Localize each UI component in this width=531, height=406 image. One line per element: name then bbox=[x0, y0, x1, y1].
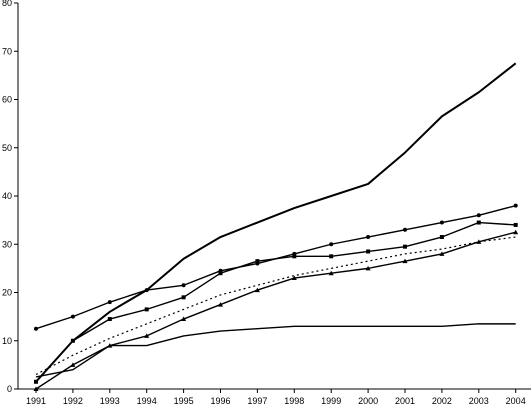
series-3-point bbox=[513, 222, 518, 227]
y-tick-label: 40 bbox=[2, 191, 12, 201]
series-2-point bbox=[439, 220, 444, 225]
series-4-point bbox=[439, 251, 445, 256]
series-2-point bbox=[366, 235, 371, 240]
x-tick-label: 2003 bbox=[469, 396, 489, 406]
y-tick-label: 60 bbox=[2, 95, 12, 105]
x-tick-label: 1999 bbox=[321, 396, 341, 406]
x-tick-label: 1997 bbox=[247, 396, 267, 406]
series-2 bbox=[34, 203, 518, 331]
series-4-point bbox=[365, 265, 371, 271]
series-3-point bbox=[181, 295, 186, 300]
x-tick-label: 2000 bbox=[358, 396, 378, 406]
series-4 bbox=[33, 229, 519, 391]
x-tick-label: 1992 bbox=[63, 396, 83, 406]
series-3-point bbox=[476, 220, 481, 225]
series-3-point bbox=[218, 271, 223, 276]
x-tick-label: 2004 bbox=[506, 396, 526, 406]
x-tick-label: 1998 bbox=[284, 396, 304, 406]
series-2-point bbox=[403, 227, 407, 232]
series-4-point bbox=[291, 275, 297, 281]
series-4-point bbox=[218, 302, 223, 307]
series-4-point bbox=[254, 287, 260, 293]
series-2-point bbox=[70, 314, 75, 319]
x-tick-label: 1994 bbox=[137, 396, 157, 406]
series-6 bbox=[35, 236, 516, 376]
series-1 bbox=[35, 62, 517, 383]
y-tick-label: 50 bbox=[2, 143, 12, 153]
axes bbox=[14, 2, 531, 393]
x-tick-label: 1996 bbox=[210, 396, 230, 406]
x-tick-label: 1993 bbox=[100, 396, 120, 406]
series-5 bbox=[35, 323, 516, 378]
series-2-point bbox=[34, 326, 38, 331]
y-tick-label: 30 bbox=[2, 239, 12, 249]
series-3-point bbox=[439, 235, 444, 240]
x-tick-label: 1991 bbox=[26, 396, 46, 406]
series-2-point bbox=[181, 283, 186, 288]
y-tick-label: 80 bbox=[2, 0, 12, 8]
y-tick-label: 20 bbox=[2, 288, 12, 298]
series-2-line bbox=[35, 204, 516, 330]
series-2-point bbox=[513, 203, 518, 208]
y-tick-label: 10 bbox=[2, 336, 12, 346]
x-tick-label: 2002 bbox=[432, 396, 452, 406]
series-3-point bbox=[255, 259, 260, 264]
x-tick-label: 1995 bbox=[174, 396, 194, 406]
series-3-point bbox=[403, 244, 407, 249]
series-2-point bbox=[144, 288, 149, 293]
series-3-line bbox=[35, 221, 516, 383]
series-4-point bbox=[328, 270, 334, 276]
series-3-point bbox=[366, 249, 371, 254]
series-4-point bbox=[513, 229, 519, 235]
series-2-point bbox=[329, 242, 334, 247]
series-5-line bbox=[35, 323, 516, 378]
series-3-point bbox=[292, 254, 297, 259]
series-layer bbox=[33, 62, 519, 391]
series-3 bbox=[34, 220, 518, 384]
series-4-point bbox=[144, 333, 150, 338]
series-4-line bbox=[35, 231, 516, 390]
series-2-point bbox=[107, 300, 112, 305]
x-tick-label: 2001 bbox=[395, 396, 415, 406]
series-4-point bbox=[70, 362, 76, 367]
series-4-point bbox=[181, 316, 187, 322]
series-3-point bbox=[34, 379, 38, 384]
y-tick-label: 0 bbox=[7, 384, 12, 394]
series-3-point bbox=[144, 307, 149, 312]
series-1-line bbox=[35, 62, 517, 383]
series-3-point bbox=[70, 338, 75, 343]
series-3-point bbox=[329, 254, 334, 259]
series-2-point bbox=[476, 213, 481, 218]
series-4-point bbox=[402, 258, 408, 264]
y-tick-label: 70 bbox=[2, 46, 12, 56]
series-4-point bbox=[33, 386, 39, 391]
series-6-line bbox=[35, 236, 516, 376]
series-3-point bbox=[107, 317, 112, 322]
